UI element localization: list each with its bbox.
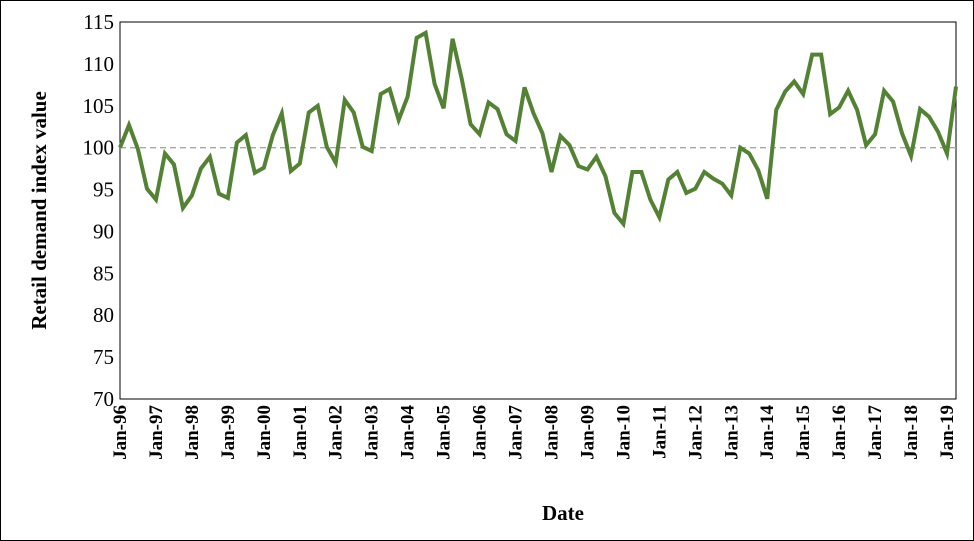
x-tick-label: Jan-96 (110, 405, 131, 460)
x-tick-label: Jan-12 (685, 405, 706, 460)
x-axis-title: Date (542, 501, 584, 525)
y-tick-label: 95 (93, 178, 114, 202)
x-tick-label: Jan-14 (757, 405, 778, 460)
series-line-retail-demand-index (118, 29, 958, 229)
x-tick-label: Jan-09 (577, 405, 598, 460)
x-tick-label: Jan-06 (470, 405, 491, 460)
x-tick-label: Jan-04 (398, 405, 419, 460)
y-tick-label: 70 (93, 387, 114, 411)
y-tick-label: 85 (93, 261, 114, 285)
x-tick-label: Jan-99 (218, 405, 239, 460)
x-tick-label: Jan-17 (865, 405, 886, 460)
y-axis-title: Retail demand index value (27, 91, 51, 330)
y-tick-label: 75 (93, 345, 114, 369)
x-tick-label: Jan-03 (362, 405, 383, 460)
y-axis-tick-labels: 70 75 80 85 90 95 100 105 110 115 (83, 10, 115, 411)
x-tick-label: Jan-97 (146, 405, 167, 460)
x-tick-label: Jan-10 (613, 405, 634, 460)
x-tick-label: Jan-11 (649, 405, 670, 459)
x-tick-label: Jan-07 (506, 405, 527, 460)
y-tick-label: 105 (83, 94, 115, 118)
x-tick-label: Jan-13 (721, 405, 742, 460)
x-tick-label: Jan-18 (901, 405, 922, 460)
x-tick-label: Jan-16 (829, 405, 850, 460)
y-tick-label: 90 (93, 219, 114, 243)
x-tick-label: Jan-08 (541, 405, 562, 460)
x-tick-label: Jan-00 (254, 405, 275, 460)
x-tick-label: Jan-98 (182, 405, 203, 460)
plot-border (119, 21, 957, 400)
y-tick-label: 80 (93, 303, 114, 327)
x-tick-label: Jan-01 (290, 405, 311, 460)
x-tick-label: Jan-02 (326, 405, 347, 460)
y-tick-label: 110 (83, 52, 114, 76)
x-axis-tick-labels: Jan-96 Jan-97 Jan-98 Jan-99 Jan-00 Jan-01 Jan-… (110, 405, 958, 460)
plot-area (118, 21, 958, 400)
y-tick-label: 100 (83, 136, 115, 160)
x-tick-label: Jan-19 (937, 405, 958, 460)
y-tick-label: 115 (83, 10, 114, 34)
x-tick-label: Jan-15 (793, 405, 814, 460)
x-tick-label: Jan-05 (434, 405, 455, 460)
